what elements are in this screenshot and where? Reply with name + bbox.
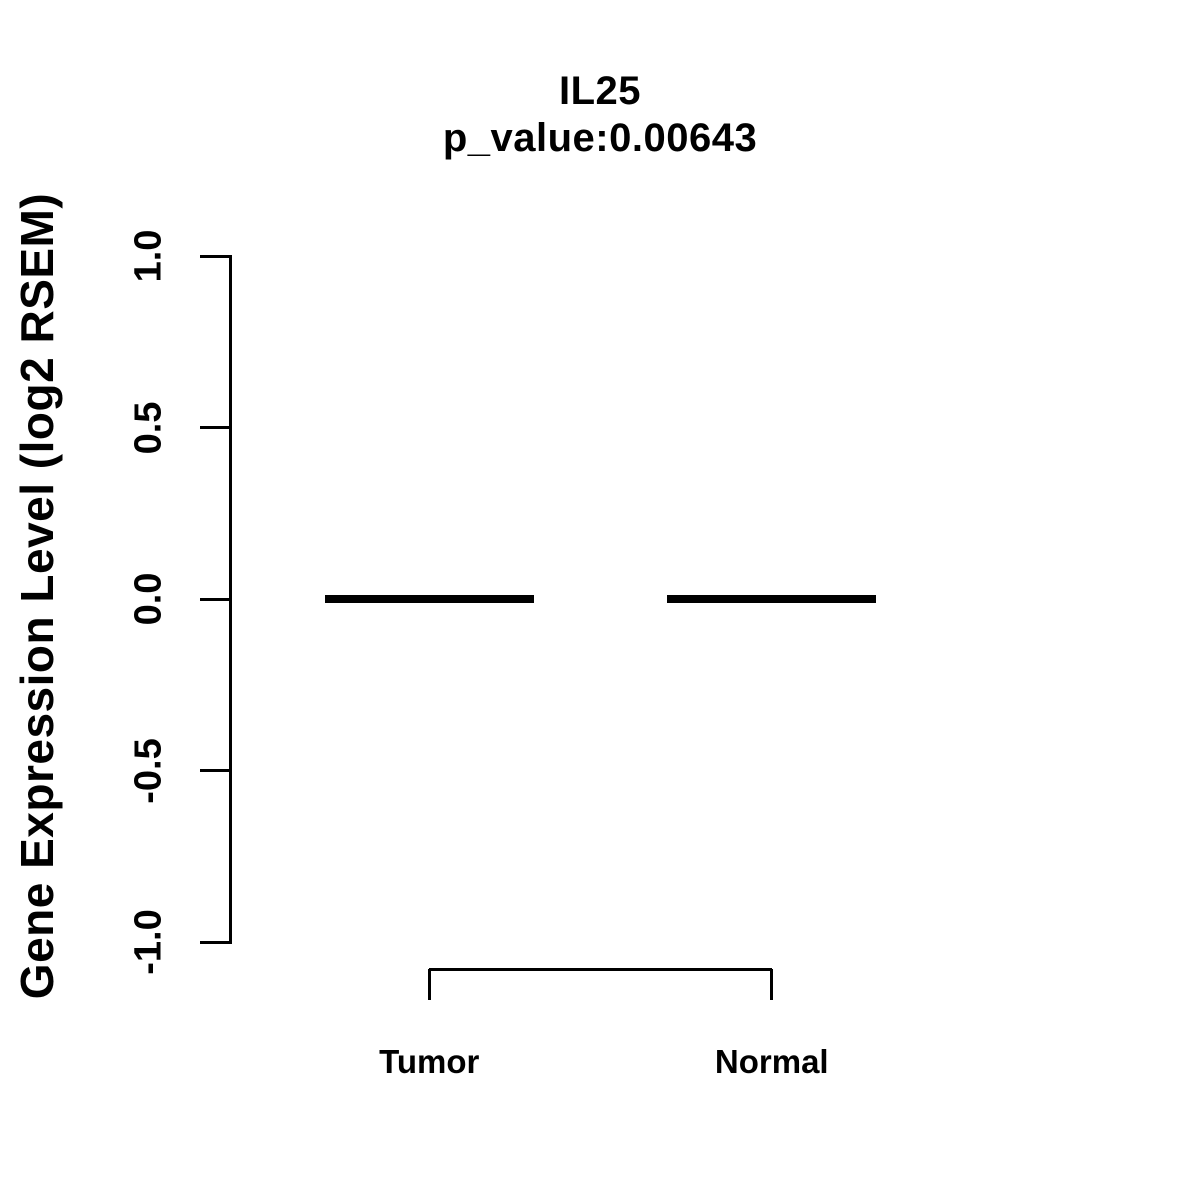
chart-title-block: IL25 p_value:0.00643 bbox=[0, 68, 1200, 162]
y-axis-tick-label: -1.0 bbox=[127, 909, 170, 975]
y-axis-tick-label: 1.0 bbox=[127, 229, 170, 283]
y-axis-tick bbox=[200, 254, 230, 258]
y-axis-line bbox=[228, 254, 232, 944]
x-axis-label-normal: Normal bbox=[714, 1043, 829, 1080]
y-axis-tick bbox=[200, 597, 230, 601]
comparison-bracket-right-tick bbox=[770, 969, 774, 1000]
boxplot-median-tumor bbox=[324, 595, 534, 603]
y-axis-tick bbox=[200, 426, 230, 429]
x-axis-label-tumor: Tumor bbox=[379, 1043, 480, 1080]
y-axis-tick bbox=[200, 940, 230, 944]
y-axis-tick-label: 0.5 bbox=[127, 401, 170, 454]
comparison-bracket-left-tick bbox=[427, 969, 431, 1000]
y-axis-tick-label: 0.0 bbox=[127, 572, 170, 626]
chart-title: IL25 bbox=[558, 69, 642, 113]
y-axis-tick-label: -0.5 bbox=[127, 737, 170, 804]
boxplot-median-normal bbox=[667, 595, 877, 603]
chart-subtitle: p_value:0.00643 bbox=[442, 116, 758, 160]
y-axis-label: Gene Expression Level (log2 RSEM) bbox=[11, 192, 63, 1000]
y-axis-tick bbox=[200, 769, 230, 772]
comparison-bracket-horizontal bbox=[429, 967, 772, 971]
